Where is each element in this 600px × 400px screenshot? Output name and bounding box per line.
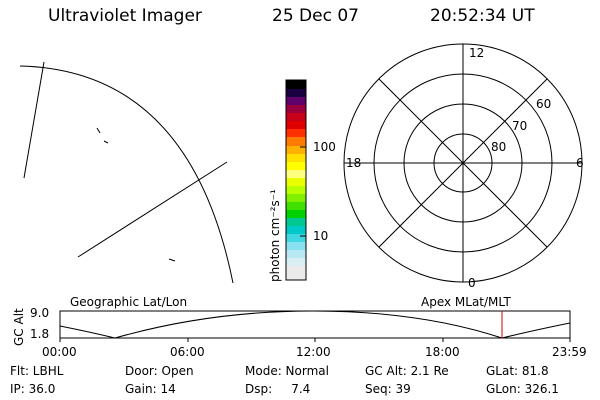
- instrument-title: Ultraviolet Imager: [48, 6, 202, 26]
- colorbar-tick-100: 100: [313, 140, 336, 154]
- colorbar-unit-label: photon cm⁻²s⁻¹: [268, 189, 282, 282]
- info-ip: IP: 36.0: [10, 382, 56, 396]
- info-seq: Seq: 39: [365, 382, 411, 396]
- timeline-y-tick-high: 9.0: [30, 306, 50, 320]
- timeline-right-title: Apex MLat/MLT: [421, 295, 511, 309]
- timeline-x-tick-2359: 23:59: [552, 345, 587, 359]
- mlt-label-6: 6: [576, 156, 584, 170]
- timeline-x-tick-1200: 12:00: [296, 345, 331, 359]
- timeline-panel: [59, 310, 571, 342]
- observation-time: 20:52:34 UT: [430, 6, 535, 26]
- coast-fragment-3: [168, 258, 176, 262]
- meridian-line-1: [23, 61, 45, 179]
- mlt-label-18: 18: [346, 156, 362, 170]
- info-gc-alt: GC Alt: 2.1 Re: [365, 364, 449, 378]
- earth-limb-arc: [19, 65, 234, 284]
- info-glon: GLon: 326.1: [486, 382, 559, 396]
- timeline-x-tick-0000: 00:00: [42, 345, 77, 359]
- mlt-label-0: 0: [468, 276, 476, 290]
- coast-fragment-2: [103, 140, 109, 144]
- timeline-y-tick-low: 1.8: [30, 327, 50, 341]
- timeline-y-axis-label: GC Alt: [12, 308, 26, 346]
- meridian-line-2: [77, 161, 228, 258]
- polar-grid: [343, 43, 583, 283]
- timeline-x-tick-0600: 06:00: [170, 345, 205, 359]
- altitude-curve: [59, 310, 571, 339]
- lat-label-70: 70: [512, 119, 528, 133]
- colorbar: [285, 79, 307, 281]
- info-dsp: Dsp: 7.4: [245, 382, 311, 396]
- coast-fragment-1: [96, 127, 101, 134]
- lat-label-80: 80: [491, 140, 507, 154]
- timeline-x-tick-1800: 18:00: [425, 345, 460, 359]
- info-filter: Flt: LBHL: [10, 364, 64, 378]
- info-gain: Gain: 14: [125, 382, 176, 396]
- info-mode: Mode: Normal: [245, 364, 329, 378]
- observation-date: 25 Dec 07: [272, 6, 359, 26]
- mlt-label-12: 12: [469, 46, 485, 60]
- info-door: Door: Open: [125, 364, 194, 378]
- info-glat: GLat: 81.8: [486, 364, 549, 378]
- timeline-left-title: Geographic Lat/Lon: [70, 295, 188, 309]
- geographic-map: [19, 61, 234, 284]
- lat-label-60: 60: [536, 97, 552, 111]
- colorbar-tick-10: 10: [313, 229, 329, 243]
